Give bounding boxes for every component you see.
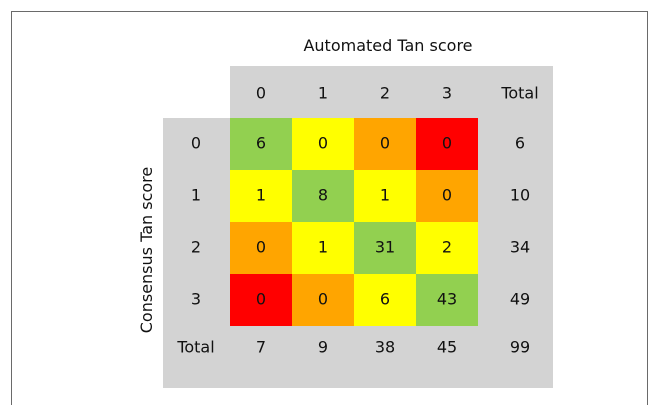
matrix-value-0-1: 0 (318, 134, 328, 153)
column-label-3: 3 (442, 84, 452, 103)
matrix-cell-2-0 (230, 222, 292, 274)
matrix-cell-2-2 (354, 222, 416, 274)
matrix-value-3-0: 0 (256, 290, 266, 309)
matrix-value-3-2: 6 (380, 290, 390, 309)
row-label-3: 3 (191, 290, 201, 309)
row-total-0: 6 (515, 134, 525, 153)
row-labels: 0 1 2 3 Total (176, 134, 214, 357)
column-total-2: 38 (375, 338, 395, 357)
matrix-cell-2-1 (292, 222, 354, 274)
value-labels: 6 0 0 0 1 8 1 0 0 1 31 2 0 0 6 43 (256, 134, 457, 309)
row-label-2: 2 (191, 238, 201, 257)
matrix-value-1-0: 1 (256, 186, 266, 205)
matrix-cell-3-2 (354, 274, 416, 326)
row-total-1: 10 (510, 186, 530, 205)
column-label-total: Total (500, 84, 538, 103)
y-axis-title: Consensus Tan score (137, 167, 156, 333)
row-label-total: Total (176, 338, 214, 357)
column-label-1: 1 (318, 84, 328, 103)
matrix-cell-2-3 (416, 222, 478, 274)
matrix-cell-3-1 (292, 274, 354, 326)
matrix-value-2-0: 0 (256, 238, 266, 257)
column-total-1: 9 (318, 338, 328, 357)
matrix-cells (230, 118, 478, 326)
matrix-cell-3-0 (230, 274, 292, 326)
matrix-value-0-0: 6 (256, 134, 266, 153)
column-label-0: 0 (256, 84, 266, 103)
column-total-3: 45 (437, 338, 457, 357)
matrix-value-1-2: 1 (380, 186, 390, 205)
matrix-cell-3-3 (416, 274, 478, 326)
x-axis-title: Automated Tan score (303, 36, 472, 55)
matrix-value-0-2: 0 (380, 134, 390, 153)
matrix-value-2-1: 1 (318, 238, 328, 257)
matrix-cell-0-1 (292, 118, 354, 170)
matrix-cell-0-2 (354, 118, 416, 170)
matrix-cell-1-1 (292, 170, 354, 222)
row-total-2: 34 (510, 238, 530, 257)
row-total-3: 49 (510, 290, 530, 309)
matrix-value-2-2: 31 (375, 238, 395, 257)
matrix-value-0-3: 0 (442, 134, 452, 153)
matrix-value-3-1: 0 (318, 290, 328, 309)
matrix-value-3-3: 43 (437, 290, 457, 309)
matrix-cell-0-0 (230, 118, 292, 170)
column-label-2: 2 (380, 84, 390, 103)
matrix-cell-1-2 (354, 170, 416, 222)
column-labels: 0 1 2 3 Total (256, 84, 539, 103)
matrix-cell-1-3 (416, 170, 478, 222)
matrix-cell-1-0 (230, 170, 292, 222)
matrix-cell-0-3 (416, 118, 478, 170)
row-label-1: 1 (191, 186, 201, 205)
grand-total: 99 (510, 338, 530, 357)
matrix-value-1-1: 8 (318, 186, 328, 205)
matrix-value-1-3: 0 (442, 186, 452, 205)
matrix-value-2-3: 2 (442, 238, 452, 257)
row-label-0: 0 (191, 134, 201, 153)
column-total-0: 7 (256, 338, 266, 357)
column-header-background (230, 66, 553, 118)
